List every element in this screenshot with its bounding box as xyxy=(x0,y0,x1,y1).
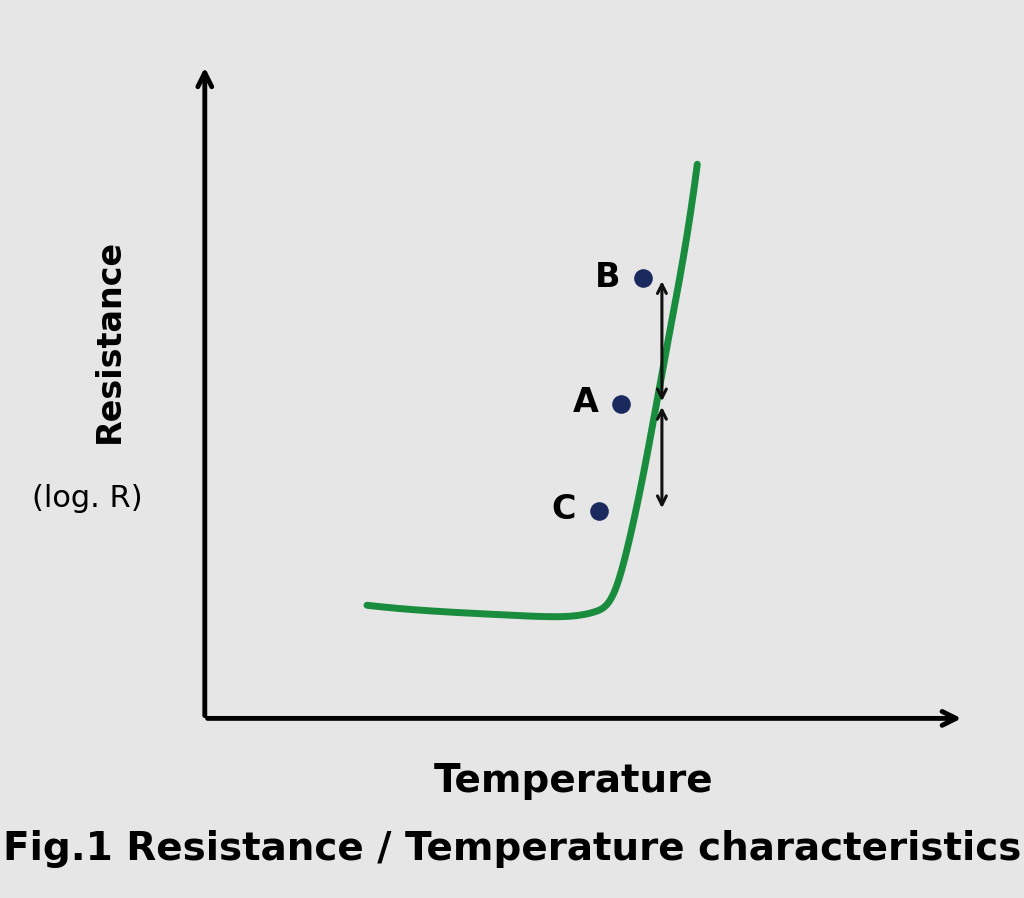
Text: A: A xyxy=(573,386,599,419)
Text: C: C xyxy=(552,493,577,526)
Point xyxy=(635,271,651,286)
Text: (log. R): (log. R) xyxy=(32,484,142,513)
Text: Temperature: Temperature xyxy=(433,762,714,800)
Text: Resistance: Resistance xyxy=(92,239,126,444)
Text: Fig.1 Resistance / Temperature characteristics: Fig.1 Resistance / Temperature character… xyxy=(3,830,1021,867)
Point xyxy=(591,504,607,518)
Text: B: B xyxy=(595,260,621,294)
Point xyxy=(613,397,630,411)
